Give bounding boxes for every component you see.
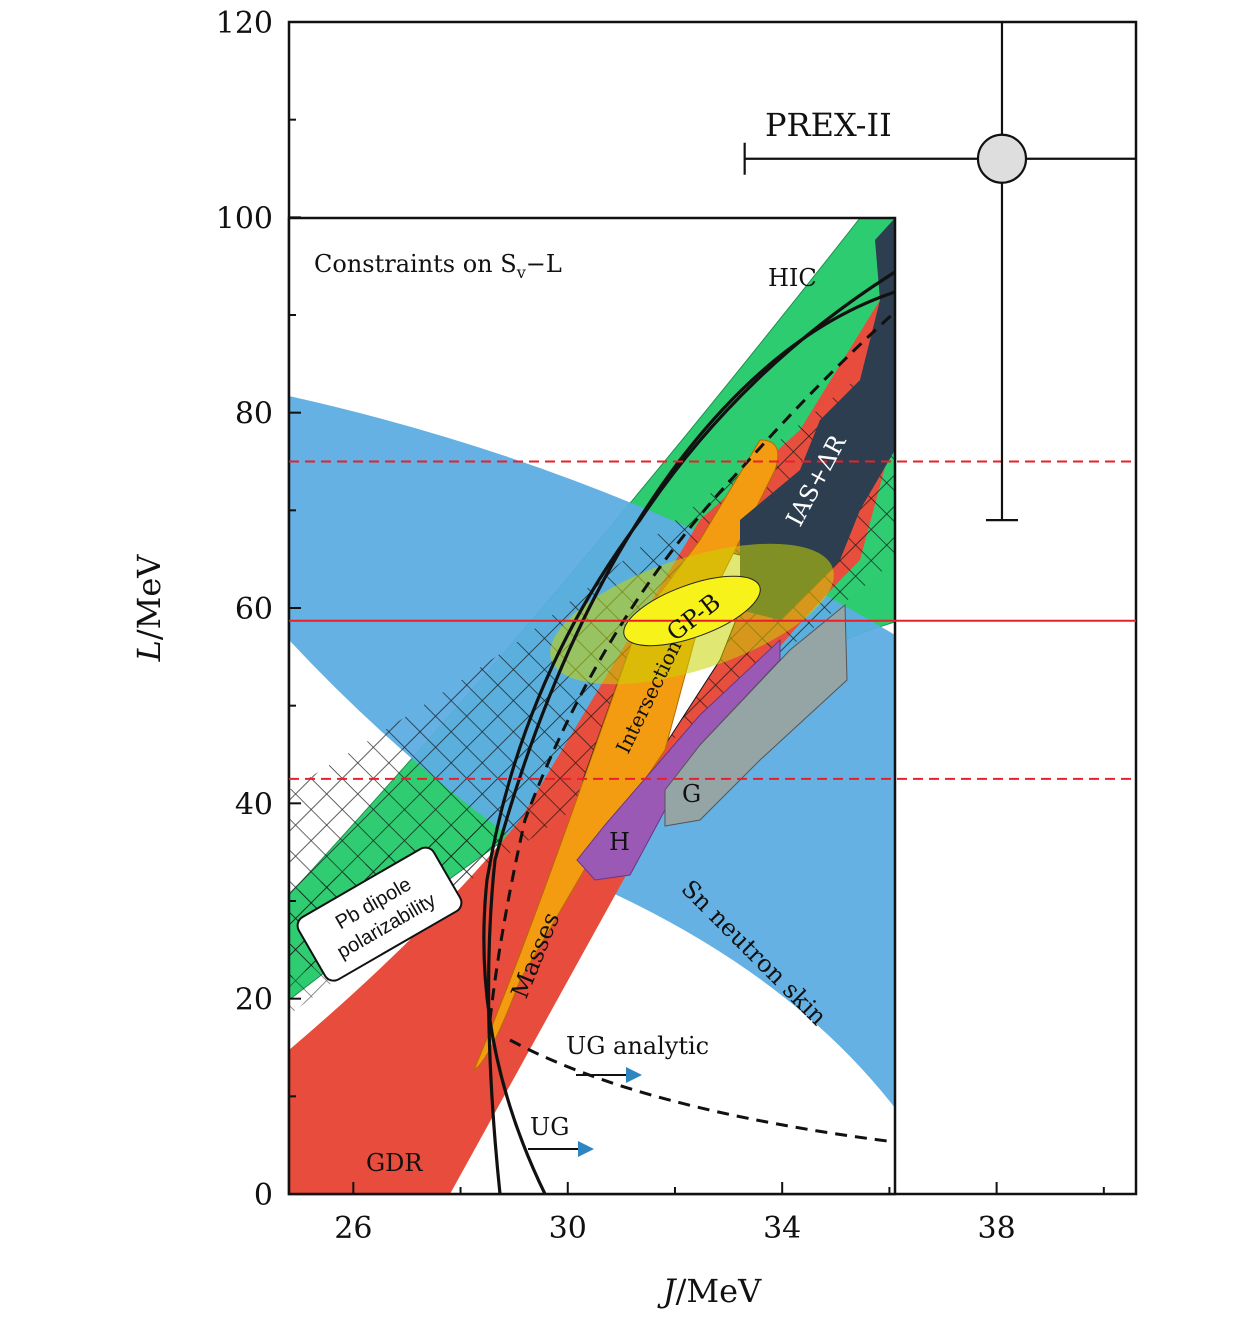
ug-analytic-curve bbox=[488, 310, 895, 1021]
ug-curve bbox=[482, 270, 895, 1194]
label-ug: UG bbox=[530, 1113, 569, 1141]
x-tick-label: 38 bbox=[978, 1211, 1016, 1246]
y-tick-label: 100 bbox=[216, 201, 273, 236]
x-tick-label: 34 bbox=[763, 1211, 801, 1246]
prex-point-group bbox=[743, 22, 1136, 522]
label-hic: HIC bbox=[768, 264, 817, 292]
y-tick-label: 0 bbox=[254, 1178, 273, 1213]
x-tick-label: 30 bbox=[549, 1211, 587, 1246]
ias-region bbox=[740, 218, 895, 620]
y-tick-label: 40 bbox=[235, 787, 273, 822]
inset-title: Constraints on Sv−L bbox=[314, 250, 562, 282]
ug-analytic-tail bbox=[509, 1038, 895, 1144]
label-gdr: GDR bbox=[366, 1149, 423, 1177]
label-g: G bbox=[682, 780, 701, 808]
gpb-inner-ellipse bbox=[623, 575, 761, 647]
label-h: H bbox=[609, 828, 630, 856]
reference-lines bbox=[289, 460, 1136, 780]
g-region bbox=[664, 603, 848, 827]
y-tick-label: 120 bbox=[216, 6, 273, 41]
y-tick-label: 60 bbox=[235, 592, 273, 627]
x-axis-label: J/MeV bbox=[657, 1272, 762, 1310]
y-tick-label: 80 bbox=[235, 397, 273, 432]
outer-curve bbox=[486, 290, 895, 1194]
inset-title-main: Constraints on S bbox=[314, 250, 517, 278]
prex-label: PREX-II bbox=[765, 106, 892, 144]
label-ug-analytic: UG analytic bbox=[566, 1032, 709, 1060]
y-axis-label: L/MeV bbox=[130, 554, 168, 663]
prex-marker bbox=[976, 133, 1028, 184]
inset-title-sub: v bbox=[516, 263, 526, 282]
inset-title-suffix: −L bbox=[526, 250, 562, 278]
pb-dipole-label-box bbox=[296, 846, 463, 982]
axis-ticks bbox=[289, 21, 1105, 1195]
axis-tick-labels: 26 30 34 38 0 20 40 60 80 100 120 bbox=[216, 6, 1016, 1246]
x-tick-label: 26 bbox=[334, 1211, 372, 1246]
y-tick-label: 20 bbox=[235, 983, 273, 1018]
